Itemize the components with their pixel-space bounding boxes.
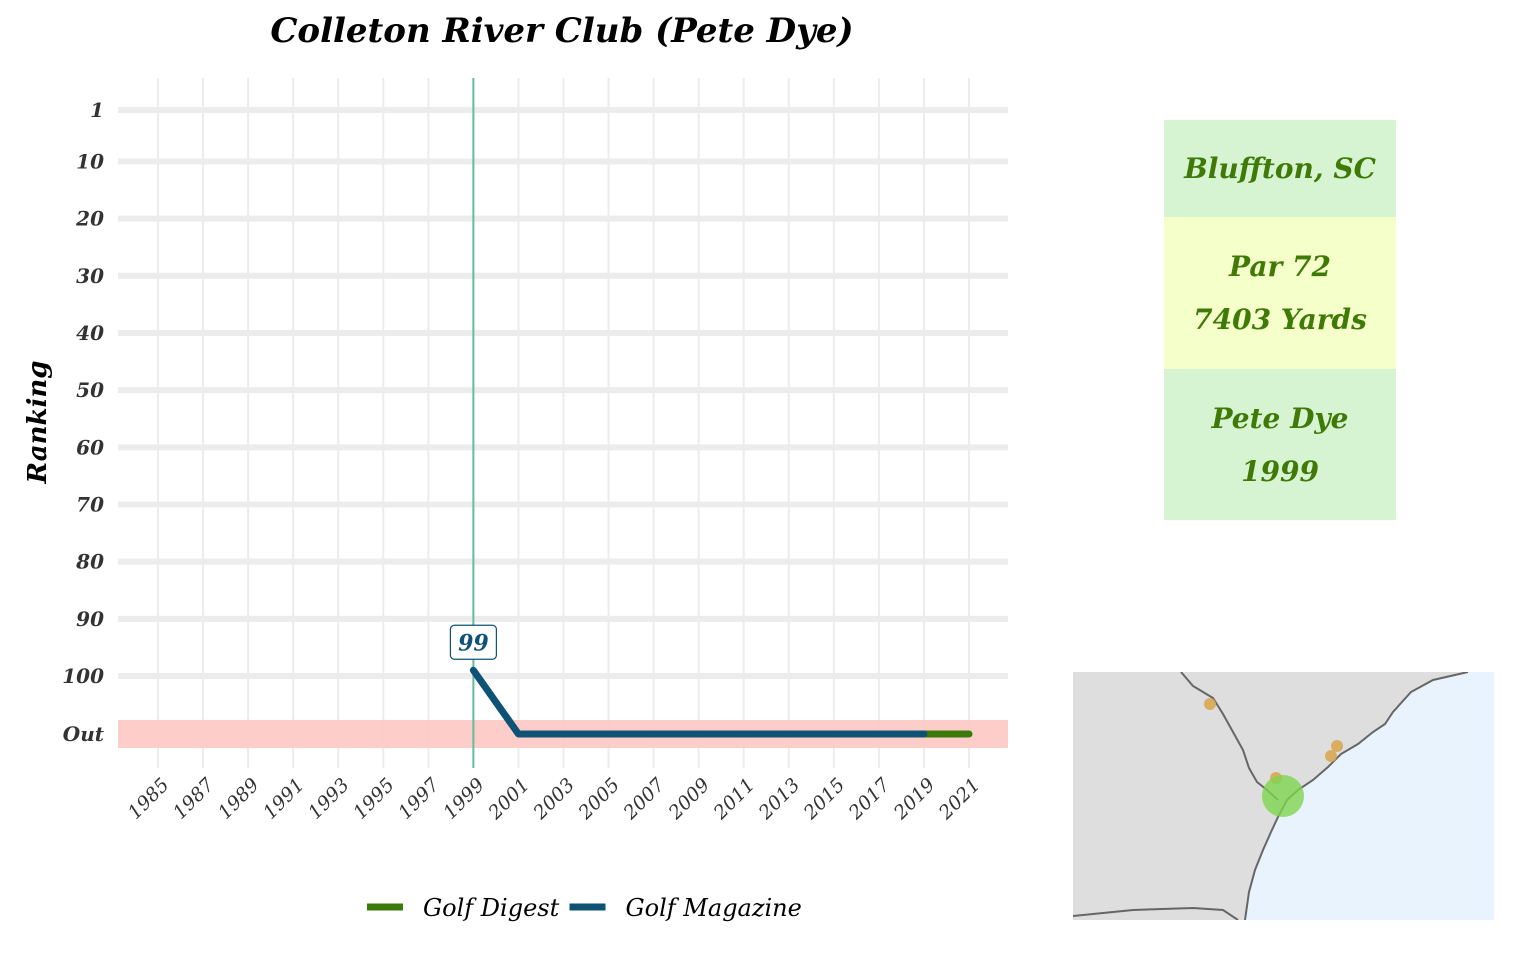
x-tick-label: 2011 — [709, 774, 759, 824]
legend: Golf Digest Golf Magazine — [367, 894, 802, 922]
location-box: Bluffton, SC — [1164, 120, 1396, 217]
grid — [118, 78, 1008, 768]
y-tick-label: 1 — [90, 98, 104, 122]
x-tick-label: 2021 — [934, 774, 984, 824]
x-tick-label: 2017 — [844, 773, 895, 824]
data-label-box — [449, 624, 497, 660]
y-tick-label: 100 — [62, 664, 104, 688]
x-tick-label: 2015 — [799, 774, 849, 824]
legend-item: Golf Magazine — [569, 894, 802, 922]
series — [469, 666, 973, 738]
chart-title: Colleton River Club (Pete Dye) — [270, 11, 853, 51]
x-tick-label: 1987 — [169, 773, 219, 823]
yards-text: 7403 Yards — [1193, 303, 1367, 336]
other-course-marker — [1325, 750, 1337, 762]
y-tick-label: 60 — [76, 435, 104, 459]
x-tick-label: 2005 — [574, 774, 624, 824]
designer-box: Pete Dye 1999 — [1164, 369, 1396, 520]
x-tick-label: 1999 — [439, 774, 489, 824]
legend-label: Golf Magazine — [626, 894, 802, 922]
x-tick-label: 1993 — [304, 774, 354, 824]
y-tick-label: 10 — [76, 149, 104, 173]
map-ocean — [1245, 672, 1494, 920]
legend-item: Golf Digest — [367, 894, 560, 922]
x-tick-label: 2003 — [529, 774, 579, 824]
course-info-card: Bluffton, SC Par 72 7403 Yards Pete Dye … — [1164, 120, 1396, 520]
x-tick-label: 1989 — [214, 774, 264, 824]
legend-label: Golf Digest — [423, 894, 560, 922]
specs-box: Par 72 7403 Yards — [1164, 217, 1396, 369]
map-coastline — [1244, 672, 1469, 920]
x-tick-label: 2019 — [889, 774, 939, 824]
x-tick-label: 2001 — [484, 774, 534, 824]
location-text: Bluffton, SC — [1184, 152, 1376, 185]
x-tick-label: 1997 — [394, 773, 444, 823]
series-line — [469, 666, 928, 738]
other-course-marker — [1331, 740, 1343, 752]
map-state-border — [1073, 906, 1239, 920]
x-tick-label: 2009 — [664, 774, 714, 824]
par-text: Par 72 — [1229, 250, 1331, 283]
x-tick-label: 1995 — [349, 774, 399, 824]
designer-text: Pete Dye — [1211, 401, 1349, 435]
x-tick-label: 1991 — [259, 774, 309, 824]
y-tick-label: 30 — [76, 264, 104, 288]
y-tick-label: 80 — [75, 550, 104, 574]
x-tick-label: 1985 — [124, 774, 174, 824]
year-text: 1999 — [1241, 454, 1319, 488]
x-tick-label: 2013 — [754, 774, 804, 824]
y-tick-label: 50 — [76, 378, 104, 402]
map-river — [1180, 672, 1279, 801]
x-axis: 1985198719891991199319951997199920012003… — [124, 773, 985, 824]
map-svg — [1073, 672, 1494, 920]
course-location-marker — [1262, 775, 1304, 817]
location-map — [1073, 672, 1494, 920]
y-tick-label: 20 — [75, 207, 104, 231]
x-tick-label: 2007 — [619, 773, 670, 824]
y-tick-label: 70 — [76, 492, 104, 516]
y-axis-label: Ranking — [23, 361, 53, 485]
y-tick-label: 40 — [76, 321, 104, 345]
y-tick-label: 90 — [76, 607, 104, 631]
y-axis: 1 10 20 30 40 50 60 70 80 90 100 Out — [62, 98, 105, 746]
data-label-text: 99 — [458, 630, 489, 656]
y-tick-label: Out — [63, 722, 105, 746]
other-course-marker — [1204, 698, 1216, 710]
data-label: 99 — [449, 624, 497, 660]
data-labels: 99 — [449, 624, 497, 660]
